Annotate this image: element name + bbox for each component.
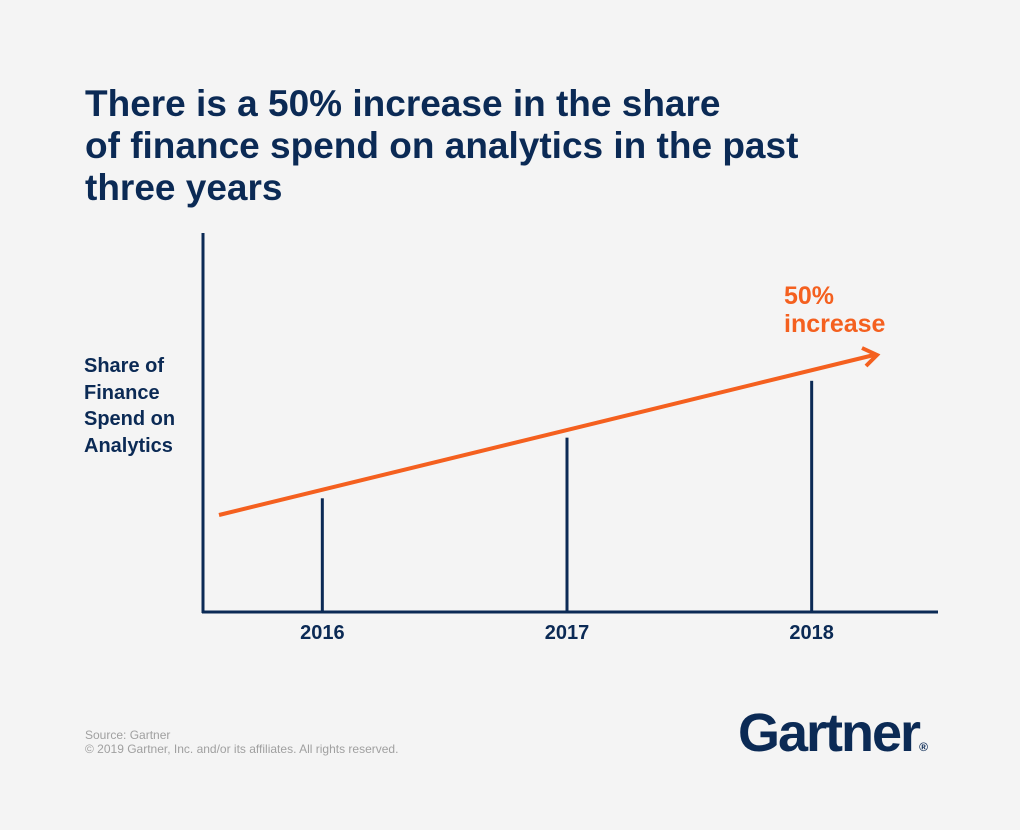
- trend-arrow: [218, 346, 881, 517]
- bar: [565, 437, 569, 612]
- y-axis-label: Share of: [84, 355, 164, 377]
- bar: [810, 380, 814, 612]
- x-tick-label: 2016: [300, 622, 345, 644]
- chart-title: of finance spend on analytics in the pas…: [85, 125, 798, 166]
- arrow-head: [861, 346, 881, 368]
- x-tick-label: 2018: [789, 622, 834, 644]
- copyright: © 2019 Gartner, Inc. and/or its affiliat…: [85, 742, 398, 756]
- logo-mark: ®: [919, 740, 928, 754]
- y-axis-label: Spend on: [84, 408, 175, 430]
- y-axis-label: Analytics: [84, 435, 173, 457]
- annotation: increase: [784, 310, 886, 338]
- chart-title: There is a 50% increase in the share: [85, 83, 721, 124]
- logo: Gartner®: [738, 703, 928, 763]
- source: Source: Gartner: [85, 728, 170, 742]
- bar: [320, 498, 324, 612]
- y-axis-label: Finance: [84, 382, 160, 404]
- chart-title: three years: [85, 167, 282, 208]
- annotation: 50%: [784, 282, 834, 310]
- logo-text: Gartner: [738, 703, 921, 763]
- trend-line: [218, 353, 875, 517]
- x-tick-label: 2017: [545, 622, 590, 644]
